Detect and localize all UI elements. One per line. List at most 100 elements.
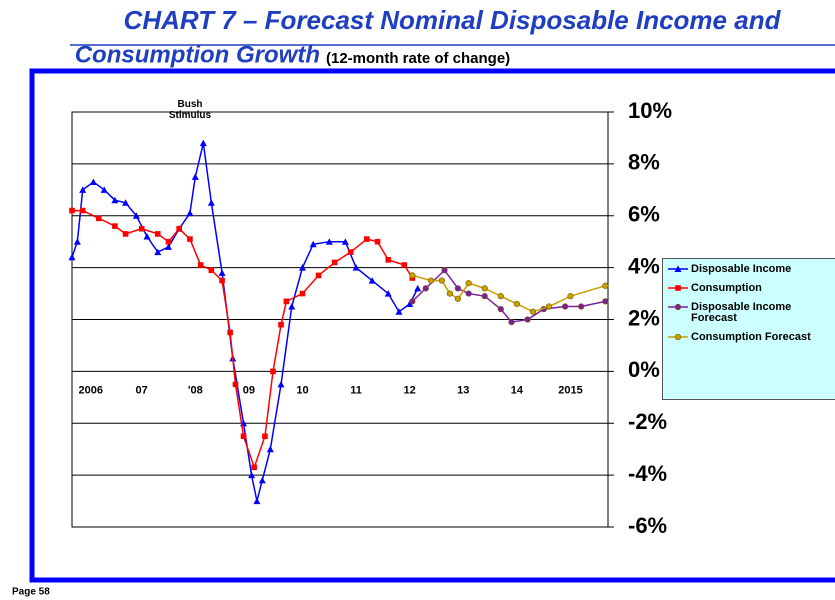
legend-label: Consumption Forecast: [691, 331, 811, 343]
point: [122, 231, 129, 237]
point: [132, 212, 140, 219]
point: [513, 300, 520, 308]
point: [270, 368, 276, 375]
y-tick-label: -4%: [628, 461, 667, 486]
footer: Page 58: [12, 587, 50, 598]
point: [441, 267, 448, 274]
point: [602, 298, 609, 305]
point: [73, 238, 81, 245]
legend-swatch: [668, 333, 688, 341]
point: [266, 445, 274, 453]
point: [111, 196, 119, 204]
point: [309, 240, 317, 248]
point: [406, 300, 414, 307]
point: [277, 380, 285, 388]
point: [422, 285, 429, 292]
subtitle-note: (12-month rate of change): [326, 50, 510, 67]
point: [154, 231, 161, 237]
point: [409, 272, 416, 279]
point: [187, 236, 193, 242]
point: [122, 199, 130, 206]
point: [446, 290, 453, 297]
legend-item: Disposable Income: [667, 264, 835, 275]
annotation: Bush Stimulus: [169, 99, 212, 121]
y-tick-label: 8%: [628, 150, 660, 175]
point: [545, 303, 553, 310]
subtitle: Consumption Growth: [75, 41, 320, 68]
point: [562, 303, 569, 310]
point: [208, 267, 215, 274]
point: [176, 225, 182, 232]
point: [100, 186, 108, 193]
point: [414, 284, 422, 292]
point: [154, 248, 162, 256]
point: [227, 329, 233, 336]
point: [497, 293, 504, 300]
point: [529, 308, 537, 315]
point: [401, 262, 408, 268]
point: [69, 207, 75, 214]
x-tick-label: 2006: [79, 384, 103, 396]
y-tick-label: 2%: [628, 305, 660, 330]
point: [674, 265, 682, 272]
point: [138, 225, 145, 232]
legend-item: Consumption: [667, 283, 835, 294]
point: [186, 209, 194, 217]
point: [315, 272, 322, 279]
point: [395, 308, 403, 315]
point: [567, 293, 574, 300]
point: [79, 207, 86, 214]
series-line: [71, 142, 419, 502]
point: [524, 316, 531, 323]
legend-label: Disposable Income: [691, 263, 792, 275]
point: [258, 476, 266, 484]
point: [368, 277, 376, 284]
x-tick-label: 2015: [558, 384, 582, 396]
point: [165, 238, 172, 245]
point: [508, 318, 515, 326]
point: [674, 303, 682, 311]
point: [79, 186, 87, 193]
point: [497, 306, 504, 313]
legend-item: Consumption Forecast: [667, 332, 835, 343]
legend: Disposable Income Consumption Disposable I…: [662, 258, 835, 400]
x-tick-label: 13: [457, 384, 469, 396]
slide-frame: [29, 68, 835, 583]
point: [347, 249, 354, 255]
point: [454, 295, 462, 302]
point: [283, 298, 290, 305]
legend-swatch: [668, 303, 688, 311]
point: [219, 277, 225, 284]
y-tick-label: -6%: [628, 513, 667, 538]
x-tick-label: 14: [511, 384, 524, 396]
point: [199, 139, 207, 147]
point: [89, 178, 97, 186]
point: [438, 277, 445, 284]
point: [191, 173, 199, 180]
legend-swatch: [668, 285, 688, 291]
y-tick-label: 4%: [628, 253, 660, 278]
point: [288, 303, 296, 310]
series-line: [72, 209, 413, 470]
x-tick-label: 10: [296, 384, 308, 396]
x-tick-label: 12: [404, 384, 416, 396]
point: [218, 269, 226, 276]
point: [428, 277, 435, 284]
point: [454, 285, 462, 292]
point: [207, 199, 215, 206]
point: [299, 290, 306, 297]
point: [352, 264, 360, 271]
point: [602, 282, 609, 289]
point: [164, 243, 172, 250]
point: [248, 471, 256, 479]
point: [232, 381, 239, 388]
point: [481, 293, 488, 300]
y-tick-label: -2%: [628, 409, 667, 434]
x-tick-label: 09: [243, 384, 255, 396]
x-tick-label: '08: [188, 384, 203, 396]
point: [251, 464, 258, 471]
y-tick-label: 10%: [628, 98, 672, 123]
legend-label: Consumption: [691, 282, 762, 294]
